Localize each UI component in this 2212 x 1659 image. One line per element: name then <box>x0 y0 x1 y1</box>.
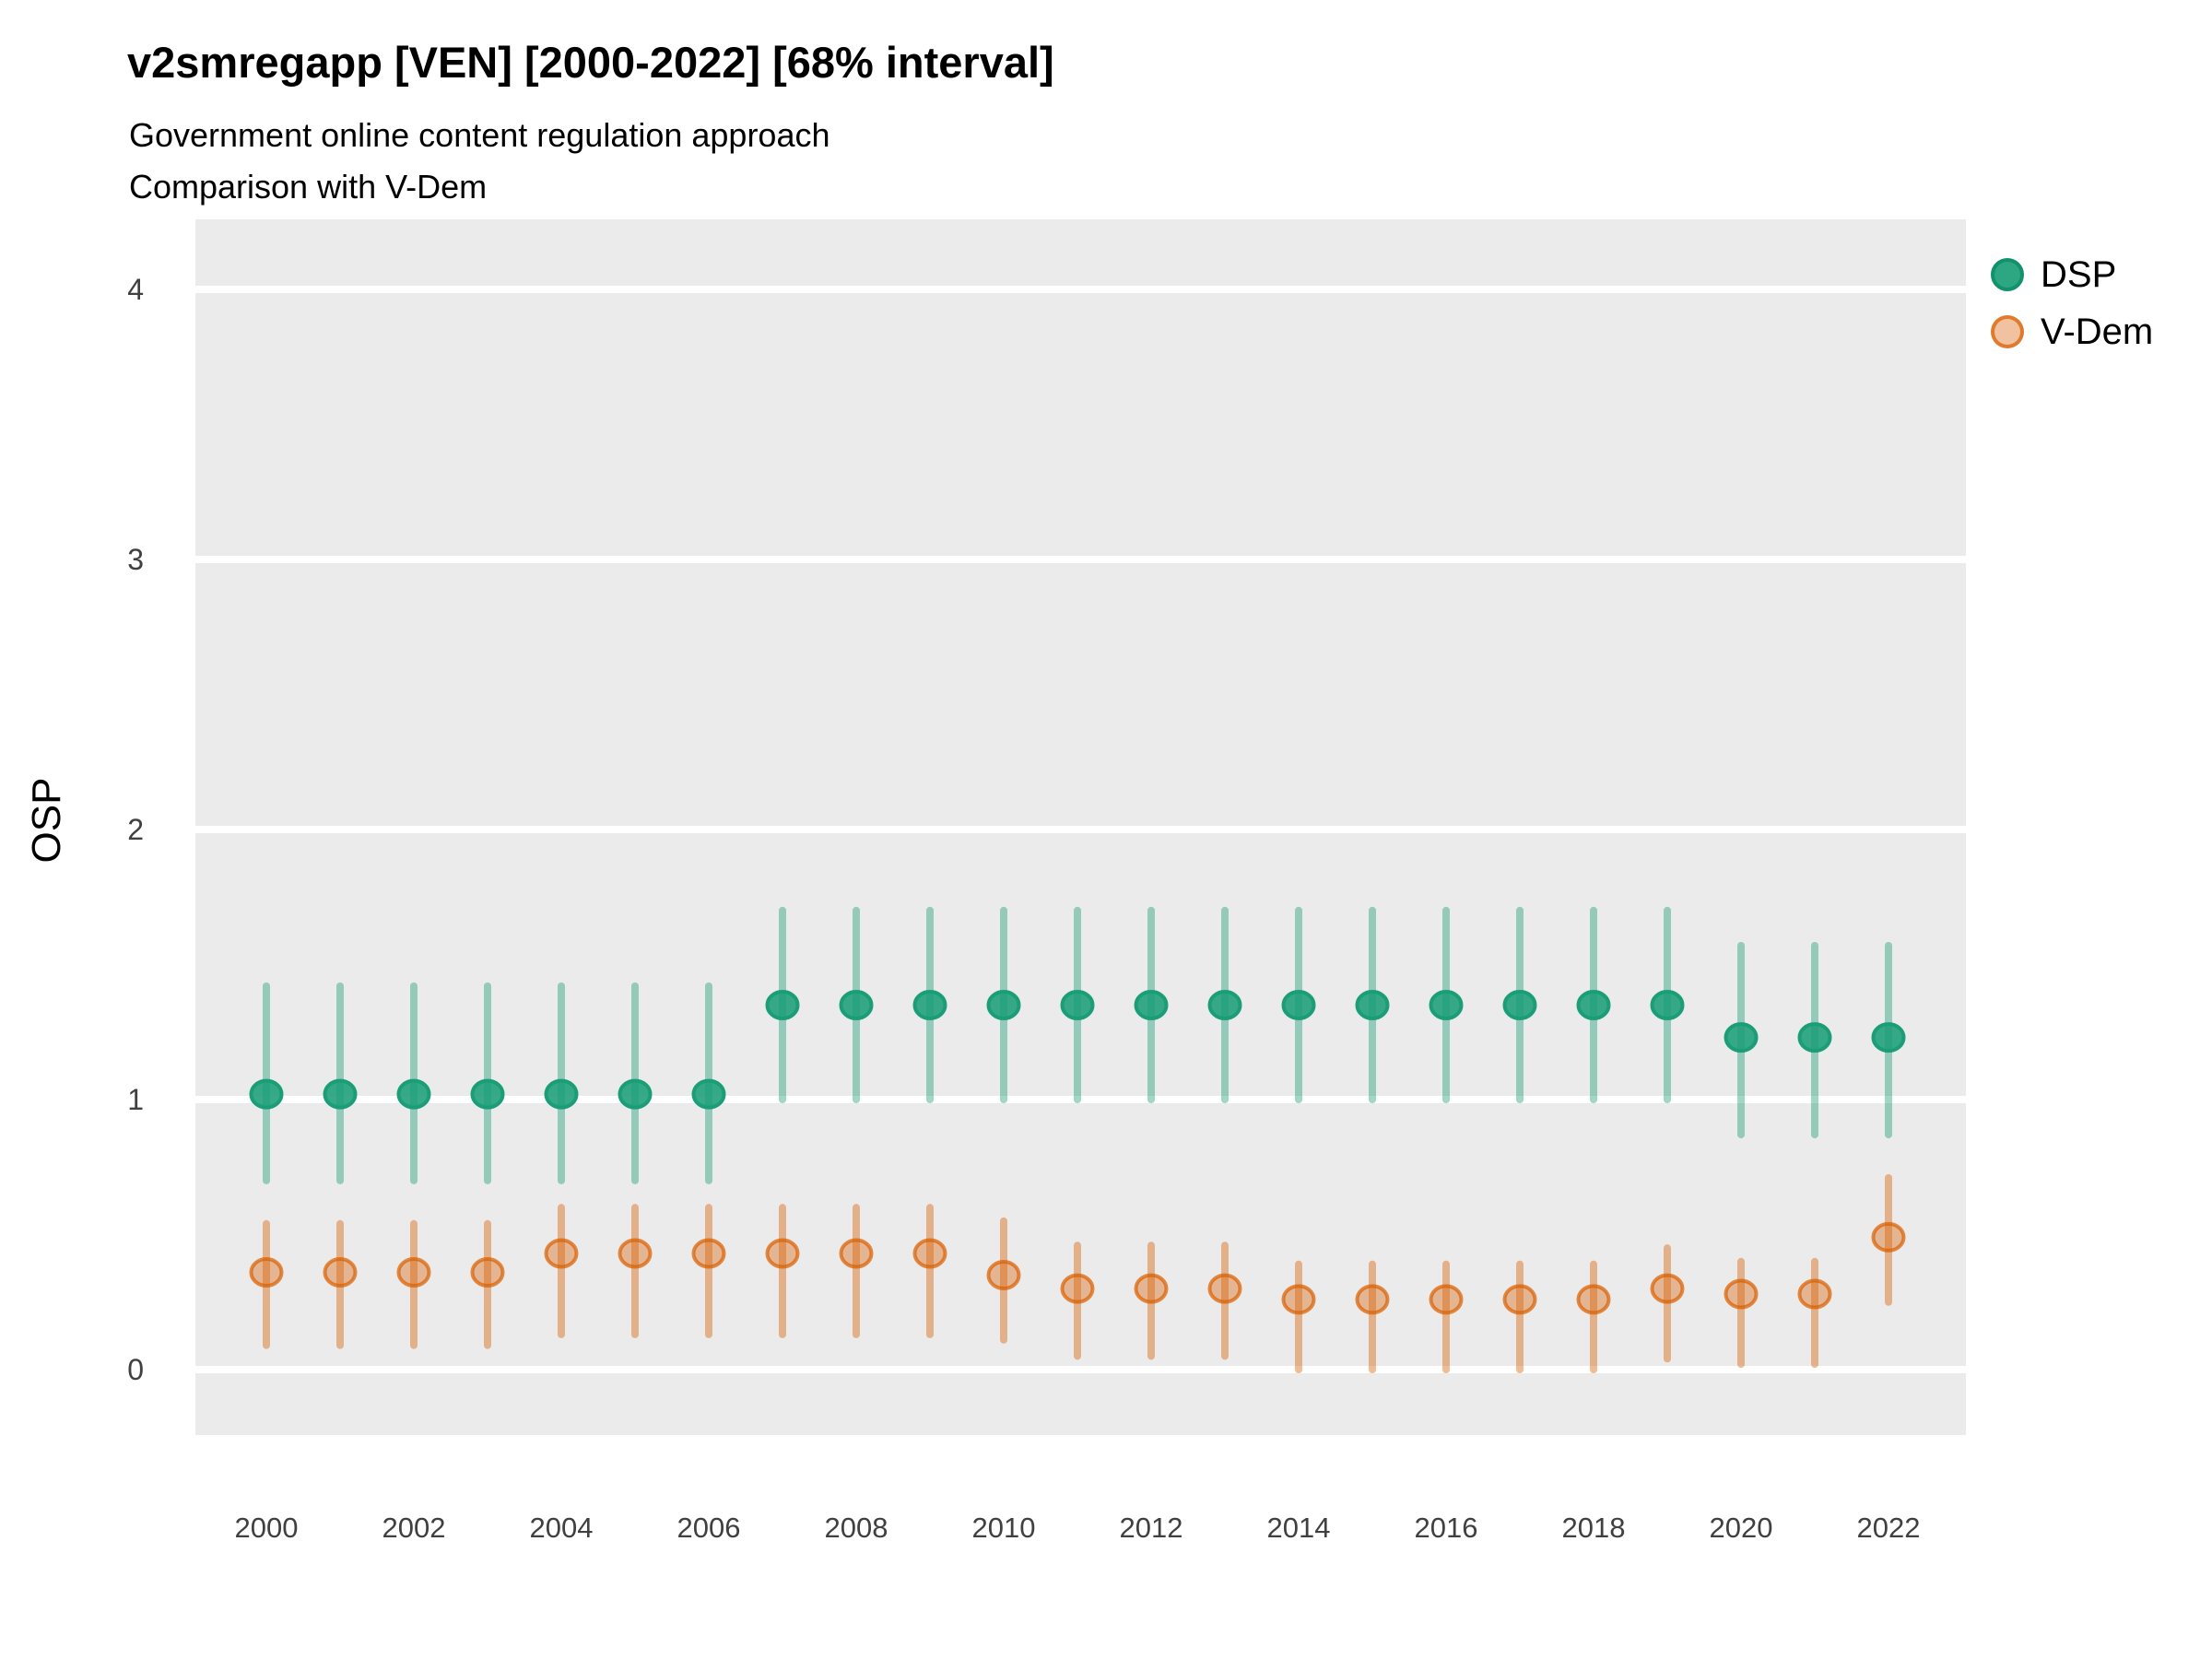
x-tick-label-2010: 2010 <box>972 1512 1036 1544</box>
x-tick-label-2016: 2016 <box>1415 1512 1478 1544</box>
dsp-point-2004 <box>544 1078 579 1110</box>
vdem-point-2018 <box>1576 1284 1611 1315</box>
vdem-point-2005 <box>618 1238 653 1269</box>
vdem-point-2007 <box>765 1238 800 1269</box>
dsp-point-2013 <box>1207 989 1242 1020</box>
vdem-point-2004 <box>544 1238 579 1269</box>
vdem-point-2011 <box>1060 1273 1095 1304</box>
x-tick-label-2004: 2004 <box>530 1512 594 1544</box>
dsp-legend-label: DSP <box>2041 253 2117 295</box>
x-tick-label-2022: 2022 <box>1857 1512 1921 1544</box>
chart-subtitle-line1: Government online content regulation app… <box>129 116 830 154</box>
vdem-point-2000 <box>249 1257 284 1288</box>
vdem-legend-dot-icon <box>1991 315 2024 348</box>
vdem-point-2017 <box>1502 1284 1537 1315</box>
dsp-point-2005 <box>618 1078 653 1110</box>
x-tick-label-2006: 2006 <box>677 1512 741 1544</box>
x-tick-label-2020: 2020 <box>1710 1512 1773 1544</box>
dsp-point-2006 <box>691 1078 726 1110</box>
legend-item-dsp: DSP <box>1991 253 2153 297</box>
x-tick-label-2000: 2000 <box>235 1512 299 1544</box>
y-tick-label-0: 0 <box>127 1353 144 1386</box>
dsp-point-2016 <box>1429 989 1464 1020</box>
dsp-legend-dot-icon <box>1991 258 2024 291</box>
vdem-point-2013 <box>1207 1273 1242 1304</box>
vdem-point-2009 <box>912 1238 947 1269</box>
x-tick-label-2014: 2014 <box>1267 1512 1331 1544</box>
vdem-point-2019 <box>1650 1273 1685 1304</box>
dsp-point-2022 <box>1871 1022 1906 1053</box>
vdem-legend-label: V-Dem <box>2041 311 2154 352</box>
vdem-point-2020 <box>1724 1278 1759 1310</box>
vdem-point-2010 <box>986 1259 1021 1290</box>
legend-item-vdem: V-Dem <box>1991 310 2153 354</box>
vdem-point-2008 <box>839 1238 874 1269</box>
dsp-point-2009 <box>912 989 947 1020</box>
vdem-point-2015 <box>1355 1284 1390 1315</box>
y-tick-label-4: 4 <box>127 273 144 306</box>
x-tick-label-2008: 2008 <box>825 1512 888 1544</box>
x-tick-label-2012: 2012 <box>1120 1512 1183 1544</box>
y-tick-label-1: 1 <box>127 1083 144 1116</box>
chart-title: v2smregapp [VEN] [2000-2022] [68% interv… <box>127 38 1054 87</box>
vdem-point-2001 <box>323 1257 358 1288</box>
vdem-point-2006 <box>691 1238 726 1269</box>
dsp-point-2000 <box>249 1078 284 1110</box>
dsp-point-2008 <box>839 989 874 1020</box>
dsp-point-2018 <box>1576 989 1611 1020</box>
y-tick-label-3: 3 <box>127 543 144 576</box>
dsp-point-2021 <box>1797 1022 1832 1053</box>
vdem-point-2022 <box>1871 1221 1906 1253</box>
vdem-point-2012 <box>1134 1273 1169 1304</box>
dsp-point-2001 <box>323 1078 358 1110</box>
vdem-point-2021 <box>1797 1278 1832 1310</box>
y-tick-label-2: 2 <box>127 813 144 846</box>
vdem-point-2003 <box>470 1257 505 1288</box>
dsp-point-2017 <box>1502 989 1537 1020</box>
vdem-point-2014 <box>1281 1284 1316 1315</box>
vdem-point-2016 <box>1429 1284 1464 1315</box>
dsp-point-2020 <box>1724 1022 1759 1053</box>
dsp-point-2012 <box>1134 989 1169 1020</box>
dsp-point-2002 <box>396 1078 431 1110</box>
dsp-point-2019 <box>1650 989 1685 1020</box>
dsp-point-2011 <box>1060 989 1095 1020</box>
dsp-point-2015 <box>1355 989 1390 1020</box>
legend: DSP V-Dem <box>1991 253 2153 354</box>
x-tick-label-2002: 2002 <box>382 1512 446 1544</box>
x-tick-label-2018: 2018 <box>1562 1512 1626 1544</box>
dsp-point-2014 <box>1281 989 1316 1020</box>
dsp-point-2007 <box>765 989 800 1020</box>
vdem-point-2002 <box>396 1257 431 1288</box>
dsp-point-2010 <box>986 989 1021 1020</box>
chart-subtitle-line2: Comparison with V-Dem <box>129 168 488 206</box>
dsp-point-2003 <box>470 1078 505 1110</box>
